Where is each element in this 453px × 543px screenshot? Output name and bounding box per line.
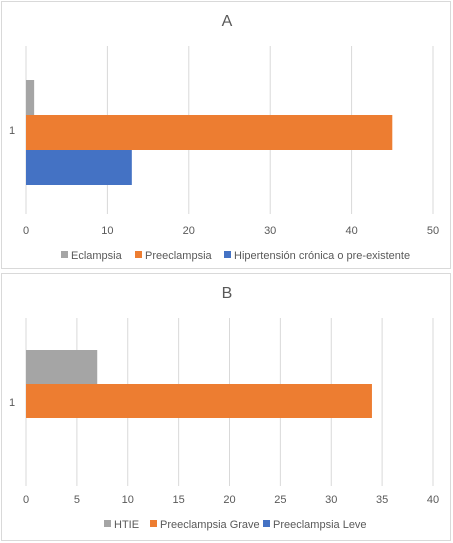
x-tick-label: 35 (376, 494, 388, 506)
x-tick-label: 10 (101, 225, 113, 237)
legend-swatch (104, 520, 111, 527)
legend-swatch (135, 251, 142, 258)
legend-label: Preeclampsia Grave (160, 519, 260, 531)
x-tick-label: 30 (264, 225, 276, 237)
chart-title: A (222, 13, 233, 30)
chart-b-svg: B 0 5 10 15 20 25 30 35 40 1 HTIE Preeclampsia Grave… (9, 285, 439, 531)
x-tick-label: 50 (427, 225, 439, 237)
bar-a-1 (26, 115, 393, 150)
x-tick-label: 5 (74, 494, 80, 506)
y-category-label: 1 (9, 397, 15, 409)
chart-a-svg: A 0 10 20 30 40 50 1 Eclampsia Preeclampsia Hipert… (9, 13, 439, 262)
chart-title: B (222, 285, 233, 302)
x-tick-label: 0 (23, 225, 29, 237)
chart-panel-b: B 0 5 10 15 20 25 30 35 40 1 HTIE Preeclampsia Grave… (1, 273, 451, 541)
x-tick-label: 40 (345, 225, 357, 237)
legend-label: Preeclampsia Leve (273, 519, 367, 531)
x-tick-label: 15 (173, 494, 185, 506)
bar-b-1 (26, 384, 372, 418)
x-tick-label: 20 (183, 225, 195, 237)
bar-a-0 (26, 80, 35, 115)
y-category-label: 1 (9, 125, 15, 137)
legend-swatch (61, 251, 68, 258)
chart-panel-a: A 0 10 20 30 40 50 1 Eclampsia Preeclampsia Hipert… (1, 1, 451, 269)
legend-label: Eclampsia (71, 250, 123, 262)
legend-label: HTIE (114, 519, 139, 531)
bar-b-0 (26, 350, 98, 384)
legend-swatch (263, 520, 270, 527)
legend-swatch (150, 520, 157, 527)
x-tick-label: 0 (23, 494, 29, 506)
legend-swatch (224, 251, 231, 258)
legend-label: Preeclampsia (145, 250, 213, 262)
bar-a-2 (26, 150, 132, 185)
x-tick-label: 40 (427, 494, 439, 506)
x-tick-label: 30 (325, 494, 337, 506)
x-tick-label: 10 (122, 494, 134, 506)
x-tick-label: 25 (274, 494, 286, 506)
legend-label: Hipertensión crónica o pre-existente (234, 250, 410, 262)
x-tick-label: 20 (223, 494, 235, 506)
